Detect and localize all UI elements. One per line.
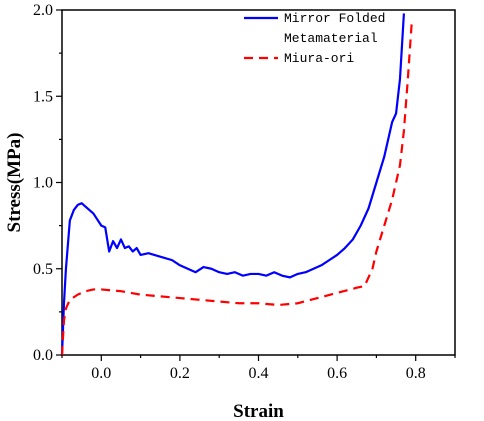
- series-line-2: [60, 21, 413, 356]
- legend-label-2: Miura-ori: [284, 51, 354, 66]
- legend-label-1: Mirror Folded: [284, 11, 385, 26]
- y-axis-title: Stress(MPa): [4, 133, 25, 233]
- x-axis-ticks: 0.0 0.2 0.4 0.6 0.8: [61, 355, 456, 382]
- x-tick-label: 0.2: [170, 365, 190, 382]
- y-tick-label: 2.0: [33, 2, 53, 19]
- legend: Mirror Folded Metamaterial Miura-ori: [244, 11, 385, 66]
- y-tick-label: 1.0: [33, 175, 53, 192]
- y-axis-ticks: 0.0 0.5 1.0 1.5 2.0: [33, 2, 62, 364]
- x-tick-label: 0.0: [91, 365, 111, 382]
- y-tick-label: 1.5: [33, 88, 53, 105]
- x-tick-label: 0.4: [249, 365, 269, 382]
- series-line-1: [60, 13, 406, 356]
- y-tick-label: 0.5: [33, 261, 53, 278]
- y-tick-label: 0.0: [33, 347, 53, 364]
- series-layer: [60, 13, 413, 356]
- x-tick-label: 0.8: [406, 365, 426, 382]
- x-tick-label: 0.6: [327, 365, 347, 382]
- x-axis-title: Strain: [233, 401, 284, 421]
- legend-label-1: Metamaterial: [284, 31, 378, 46]
- plot-area: 0.0 0.2 0.4 0.6 0.8 0.0 0.5 1.0 1.5 2.0: [33, 2, 456, 382]
